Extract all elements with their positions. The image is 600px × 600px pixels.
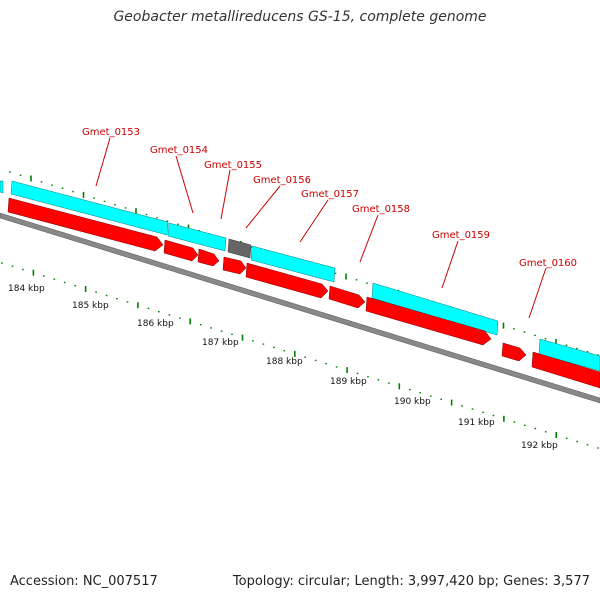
forward-gene-feature[interactable]: [167, 222, 227, 252]
map-title: Geobacter metallireducens GS-15, complet…: [113, 9, 487, 25]
reverse-gene-feature[interactable]: [163, 239, 199, 262]
forward-gene-feature[interactable]: [250, 245, 336, 283]
accession-text: Accession: NC_007517: [10, 574, 158, 589]
gene-label[interactable]: Gmet_0157: [301, 189, 359, 200]
leader-line: [95, 137, 111, 187]
misc-feature[interactable]: [227, 238, 252, 259]
reverse-gene-feature[interactable]: [245, 262, 329, 299]
leader-line: [359, 214, 379, 263]
reverse-gene-track: [7, 197, 600, 389]
forward-gene-feature[interactable]: [371, 282, 499, 336]
gene-label[interactable]: Gmet_0153: [82, 127, 140, 138]
kbp-label: 192 kbp: [521, 441, 558, 451]
leader-line: [220, 169, 231, 220]
gene-label-leaders: [95, 137, 547, 319]
gene-label[interactable]: Gmet_0158: [352, 204, 410, 215]
kbp-label: 187 kbp: [202, 338, 239, 348]
gene-label[interactable]: Gmet_0155: [204, 160, 262, 171]
reverse-gene-feature[interactable]: [197, 248, 220, 267]
kbp-labels: 184 kbp 185 kbp 186 kbp 187 kbp 188 kbp …: [8, 284, 558, 451]
leader-line: [175, 155, 194, 214]
kbp-label: 190 kbp: [394, 397, 431, 407]
kbp-label: 189 kbp: [330, 377, 367, 387]
genome-backbone: [0, 212, 600, 404]
kbp-label: 184 kbp: [8, 284, 45, 294]
forward-gene-track: [0, 180, 600, 372]
forward-gene-feature[interactable]: [0, 180, 4, 194]
reverse-gene-feature[interactable]: [222, 256, 247, 275]
reverse-gene-feature[interactable]: [328, 285, 366, 309]
kbp-label: 188 kbp: [266, 357, 303, 367]
gene-label[interactable]: Gmet_0159: [432, 230, 490, 241]
gene-label[interactable]: Gmet_0156: [253, 175, 311, 186]
reverse-gene-feature[interactable]: [365, 296, 492, 346]
kbp-label: 191 kbp: [458, 418, 495, 428]
kbp-label: 185 kbp: [72, 301, 109, 311]
kbp-label: 186 kbp: [137, 319, 174, 329]
gene-label[interactable]: Gmet_0160: [519, 258, 577, 269]
reverse-gene-feature[interactable]: [531, 351, 600, 389]
gene-labels: Gmet_0153 Gmet_0154 Gmet_0155 Gmet_0156 …: [82, 127, 577, 269]
leader-line: [528, 267, 547, 319]
reverse-gene-feature[interactable]: [501, 342, 527, 362]
forward-gene-feature[interactable]: [10, 180, 169, 236]
leader-line: [245, 185, 281, 229]
leader-line: [299, 199, 329, 243]
inner-tick-row: [1, 262, 599, 449]
leader-line: [441, 240, 459, 289]
genome-summary-text: Topology: circular; Length: 3,997,420 bp…: [232, 574, 590, 589]
reverse-gene-feature[interactable]: [7, 197, 164, 252]
forward-gene-feature[interactable]: [538, 338, 600, 372]
gene-label[interactable]: Gmet_0154: [150, 145, 208, 156]
